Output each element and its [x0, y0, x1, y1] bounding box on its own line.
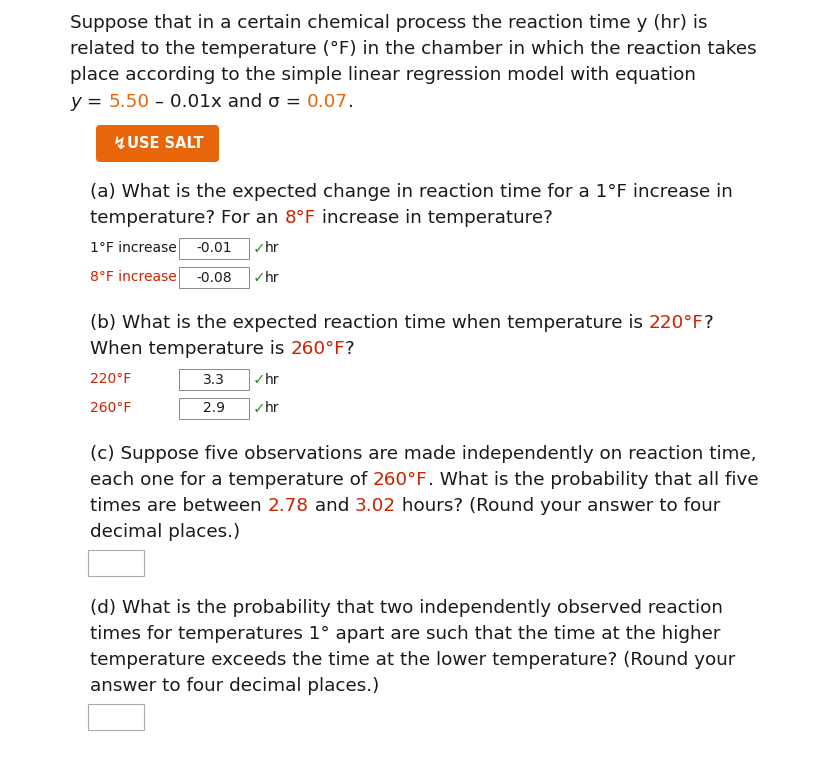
Text: 0.07: 0.07	[307, 93, 348, 111]
Text: ✓: ✓	[253, 372, 265, 387]
Text: hours? (Round your answer to four: hours? (Round your answer to four	[395, 497, 719, 515]
Text: 2.78: 2.78	[267, 497, 308, 515]
FancyBboxPatch shape	[88, 704, 144, 730]
Text: each one for a temperature of: each one for a temperature of	[90, 471, 373, 489]
Text: -0.01: -0.01	[196, 242, 232, 256]
Text: times are between: times are between	[90, 497, 267, 515]
Text: increase in temperature?: increase in temperature?	[315, 209, 552, 227]
Text: temperature? For an: temperature? For an	[90, 209, 284, 227]
Text: . What is the probability that all five: . What is the probability that all five	[428, 471, 758, 489]
Text: decimal places.): decimal places.)	[90, 523, 240, 541]
Text: ✓: ✓	[253, 241, 265, 256]
Text: -0.08: -0.08	[196, 271, 232, 285]
Text: place according to the simple linear regression model with equation: place according to the simple linear reg…	[70, 66, 696, 84]
Text: 2.9: 2.9	[203, 401, 225, 415]
Text: 1°F increase: 1°F increase	[90, 241, 176, 255]
Text: answer to four decimal places.): answer to four decimal places.)	[90, 677, 379, 695]
Text: y: y	[70, 93, 81, 111]
Text: (d) What is the probability that two independently observed reaction: (d) What is the probability that two ind…	[90, 599, 722, 617]
Text: ?: ?	[703, 314, 713, 332]
Text: 260°F: 260°F	[290, 340, 345, 358]
FancyBboxPatch shape	[179, 238, 249, 259]
Text: .: .	[348, 93, 354, 111]
Text: =: =	[81, 93, 108, 111]
FancyBboxPatch shape	[179, 267, 249, 288]
Text: USE SALT: USE SALT	[127, 136, 203, 151]
Text: When temperature is: When temperature is	[90, 340, 290, 358]
Text: (a) What is the expected change in reaction time for a 1°F increase in: (a) What is the expected change in react…	[90, 183, 732, 201]
Text: hr: hr	[265, 401, 280, 415]
Text: – 0.01x and σ =: – 0.01x and σ =	[149, 93, 307, 111]
Text: ?: ?	[345, 340, 354, 358]
Text: and: and	[308, 497, 355, 515]
FancyBboxPatch shape	[96, 125, 218, 162]
FancyBboxPatch shape	[88, 550, 144, 576]
Text: 8°F increase: 8°F increase	[90, 270, 176, 284]
Text: temperature exceeds the time at the lower temperature? (Round your: temperature exceeds the time at the lowe…	[90, 651, 734, 669]
Text: (b) What is the expected reaction time when temperature is: (b) What is the expected reaction time w…	[90, 314, 648, 332]
Text: hr: hr	[265, 372, 280, 386]
Text: ↯: ↯	[113, 135, 127, 152]
Text: ✓: ✓	[253, 401, 265, 416]
FancyBboxPatch shape	[179, 369, 249, 390]
Text: hr: hr	[265, 242, 280, 256]
Text: 3.3: 3.3	[203, 372, 225, 386]
Text: Suppose that in a certain chemical process the reaction time y (hr) is: Suppose that in a certain chemical proce…	[70, 14, 706, 32]
Text: 260°F: 260°F	[90, 401, 131, 415]
Text: 260°F: 260°F	[373, 471, 428, 489]
Text: 220°F: 220°F	[90, 372, 131, 386]
FancyBboxPatch shape	[179, 398, 249, 419]
Text: (c) Suppose five observations are made independently on reaction time,: (c) Suppose five observations are made i…	[90, 445, 756, 463]
Text: 3.02: 3.02	[355, 497, 395, 515]
Text: hr: hr	[265, 271, 280, 285]
Text: 8°F: 8°F	[284, 209, 315, 227]
Text: 5.50: 5.50	[108, 93, 149, 111]
Text: related to the temperature (°F) in the chamber in which the reaction takes: related to the temperature (°F) in the c…	[70, 40, 756, 58]
Text: ✓: ✓	[253, 270, 265, 285]
Text: times for temperatures 1° apart are such that the time at the higher: times for temperatures 1° apart are such…	[90, 625, 719, 643]
Text: 220°F: 220°F	[648, 314, 703, 332]
